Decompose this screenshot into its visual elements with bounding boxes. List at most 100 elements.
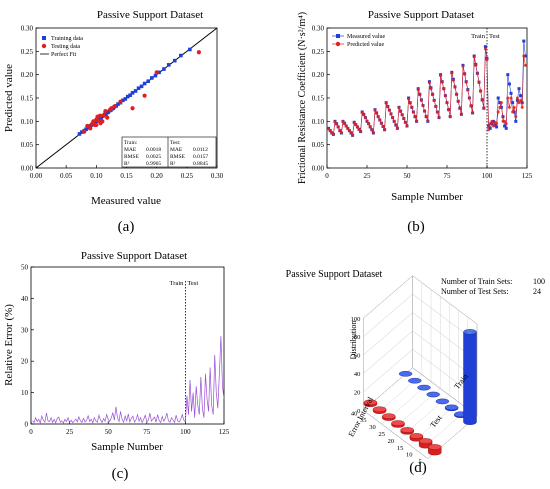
predicted-point [456, 99, 460, 103]
predicted-point [519, 98, 523, 102]
measured-point [498, 101, 502, 105]
measured-point [499, 105, 503, 109]
panel-a-title: Passive Support Dataset [97, 9, 203, 21]
predicted-point [469, 103, 473, 107]
panel-c-x-tick-label: 100 [180, 428, 191, 436]
predicted-point [415, 119, 419, 123]
panel-c-title: Passive Support Dataset [81, 250, 187, 262]
training-point [123, 97, 128, 101]
panel-c-train-label: Train [170, 280, 185, 287]
panel-c-y-tick-label: 20 [21, 358, 29, 366]
testing-point [101, 113, 106, 118]
test-bar-top [363, 399, 378, 406]
measured-point [512, 110, 516, 114]
interval-tick-label: 20 [388, 438, 395, 445]
predicted-point [474, 63, 478, 67]
predicted-point [480, 97, 484, 101]
predicted-point [373, 108, 377, 112]
test-bar-top [418, 438, 433, 444]
predicted-point [466, 88, 470, 92]
measured-point [490, 122, 494, 126]
relative-error-line [32, 336, 225, 425]
panel-b-y-tick-label: 0.20 [312, 71, 325, 79]
metrics-row-name: RMSE [170, 154, 186, 160]
training-point [157, 70, 161, 75]
predicted-point [408, 101, 412, 105]
z-tick-label: 20 [354, 389, 361, 396]
predicted-point [391, 116, 395, 120]
predicted-point [384, 101, 388, 105]
panel-a-legend: Training data Testing data Perfect Fit [40, 36, 83, 58]
side-wall [363, 275, 413, 411]
training-point [121, 98, 125, 103]
predicted-point [395, 126, 399, 130]
predicted-point [419, 98, 423, 102]
metrics-test-label: Test: [170, 140, 181, 146]
predicted-point [447, 107, 451, 111]
panel-b-line-chart: Passive Support Dataset 0 25 50 75 100 125 0.0… [297, 9, 533, 235]
predicted-point [339, 131, 343, 135]
predicted-point [504, 122, 508, 126]
measured-point [506, 73, 510, 77]
panel-c-y-tick-label: 50 [21, 264, 29, 272]
predicted-point [423, 109, 427, 113]
panel-c-ylabel: Relative Error (%) [3, 304, 15, 386]
panel-a-x-tick-label: 0.10 [90, 172, 103, 180]
panel-b-x-tick-label: 75 [444, 172, 452, 180]
predicted-point [418, 93, 422, 97]
test-bar-top [409, 433, 424, 439]
panel-b-y-tick-label: 0.10 [312, 118, 325, 126]
predicted-point [450, 71, 454, 75]
predicted-point [410, 105, 414, 109]
info-test-sets-value: 24 [533, 287, 541, 296]
predicted-point [413, 114, 417, 118]
panel-c-x-tick-label: 0 [29, 428, 33, 436]
measured-point [522, 39, 526, 43]
panel-c-x-tick-label: 125 [219, 428, 230, 436]
predicted-point [514, 115, 518, 119]
predicted-point [496, 110, 500, 114]
info-train-sets-label: Number of Train Sets: [441, 277, 512, 286]
predicted-point [495, 122, 499, 126]
predicted-point [517, 101, 521, 105]
legend-measured: Measured value [347, 34, 385, 40]
predicted-point [512, 105, 516, 109]
predicted-point [506, 96, 510, 100]
predicted-point [381, 124, 385, 128]
interval-tick-label: 5 [419, 459, 422, 466]
training-point [153, 73, 158, 78]
measured-point [501, 115, 505, 119]
testing-point [112, 104, 117, 109]
panel-b-x-tick-label: 0 [325, 172, 329, 180]
predicted-point [379, 121, 383, 125]
predicted-point [397, 106, 401, 110]
predicted-point [427, 81, 431, 85]
test-bar-top [382, 413, 396, 419]
panel-c-x-tick-label: 50 [105, 428, 113, 436]
metrics-row-test: 0.0157 [193, 154, 208, 160]
panel-b-xlabel: Sample Number [391, 191, 463, 203]
predicted-point [459, 112, 463, 116]
predicted-point [400, 113, 404, 117]
metrics-row-name: R² [124, 161, 130, 167]
testing-point [94, 122, 99, 128]
test-bar-top [391, 420, 405, 426]
predicted-point [399, 110, 403, 114]
predicted-point [354, 123, 358, 127]
predicted-point [475, 72, 479, 76]
interval-tick-label: 25 [378, 431, 385, 438]
predicted-point [359, 129, 363, 133]
panel-c-y-tick-label: 0 [25, 421, 29, 429]
interval-tick-label: 40 [351, 410, 358, 417]
measured-point [491, 119, 495, 123]
measured-point [488, 126, 492, 130]
testing-point [108, 107, 113, 112]
predicted-point [458, 106, 462, 110]
predicted-point [429, 87, 433, 91]
testing-point [97, 113, 103, 118]
predicted-point [507, 105, 511, 109]
predicted-point [437, 115, 441, 119]
predicted-point [464, 80, 468, 84]
measured-point [493, 123, 497, 127]
training-point [139, 84, 144, 89]
